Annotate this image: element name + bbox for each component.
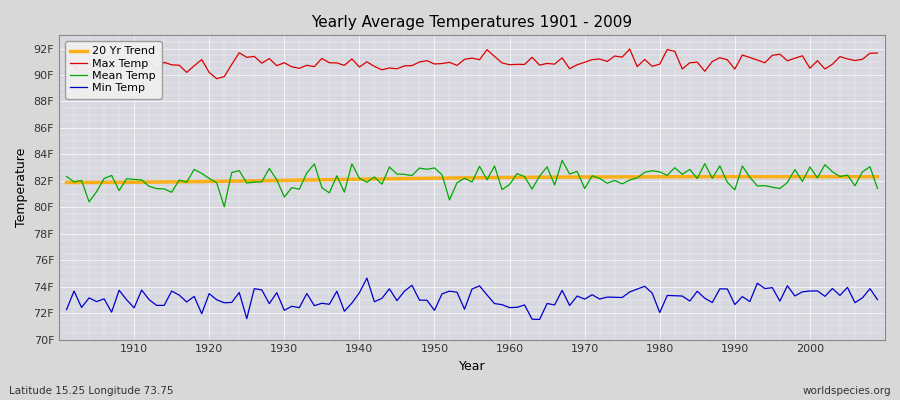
Max Temp bbox=[512, 62, 523, 67]
Min Temp bbox=[504, 305, 515, 310]
Min Temp bbox=[362, 276, 373, 280]
Min Temp bbox=[512, 305, 523, 310]
Max Temp bbox=[339, 63, 350, 68]
Max Temp bbox=[212, 76, 222, 81]
Line: Min Temp: Min Temp bbox=[67, 278, 878, 320]
Mean Temp bbox=[504, 182, 515, 187]
Max Temp bbox=[294, 66, 305, 71]
Mean Temp bbox=[339, 190, 350, 194]
Min Temp bbox=[535, 317, 545, 322]
Mean Temp bbox=[61, 174, 72, 179]
Max Temp bbox=[625, 47, 635, 52]
Text: Latitude 15.25 Longitude 73.75: Latitude 15.25 Longitude 73.75 bbox=[9, 386, 174, 396]
Mean Temp bbox=[557, 158, 568, 163]
20 Yr Trend bbox=[594, 174, 605, 179]
Line: Mean Temp: Mean Temp bbox=[67, 160, 878, 207]
Max Temp bbox=[872, 51, 883, 56]
Max Temp bbox=[504, 62, 515, 67]
Min Temp bbox=[286, 304, 297, 309]
Mean Temp bbox=[122, 176, 132, 181]
20 Yr Trend bbox=[122, 180, 132, 185]
20 Yr Trend bbox=[61, 180, 72, 185]
Line: 20 Yr Trend: 20 Yr Trend bbox=[67, 177, 878, 182]
Min Temp bbox=[872, 297, 883, 302]
Mean Temp bbox=[609, 178, 620, 183]
20 Yr Trend bbox=[504, 175, 515, 180]
20 Yr Trend bbox=[872, 174, 883, 179]
Max Temp bbox=[122, 65, 132, 70]
Legend: 20 Yr Trend, Max Temp, Mean Temp, Min Temp: 20 Yr Trend, Max Temp, Mean Temp, Min Te… bbox=[65, 41, 162, 99]
Line: Max Temp: Max Temp bbox=[67, 49, 878, 79]
Mean Temp bbox=[219, 204, 230, 209]
20 Yr Trend bbox=[497, 175, 508, 180]
X-axis label: Year: Year bbox=[459, 360, 485, 373]
Title: Yearly Average Temperatures 1901 - 2009: Yearly Average Temperatures 1901 - 2009 bbox=[311, 15, 633, 30]
20 Yr Trend bbox=[760, 174, 770, 179]
Min Temp bbox=[331, 289, 342, 294]
Max Temp bbox=[602, 59, 613, 64]
Text: worldspecies.org: worldspecies.org bbox=[803, 386, 891, 396]
Max Temp bbox=[61, 58, 72, 62]
Mean Temp bbox=[294, 187, 305, 192]
Min Temp bbox=[61, 307, 72, 312]
Min Temp bbox=[122, 297, 132, 302]
Min Temp bbox=[609, 295, 620, 300]
Mean Temp bbox=[872, 186, 883, 191]
Y-axis label: Temperature: Temperature bbox=[15, 148, 28, 227]
20 Yr Trend bbox=[286, 178, 297, 183]
20 Yr Trend bbox=[331, 177, 342, 182]
Mean Temp bbox=[512, 171, 523, 176]
